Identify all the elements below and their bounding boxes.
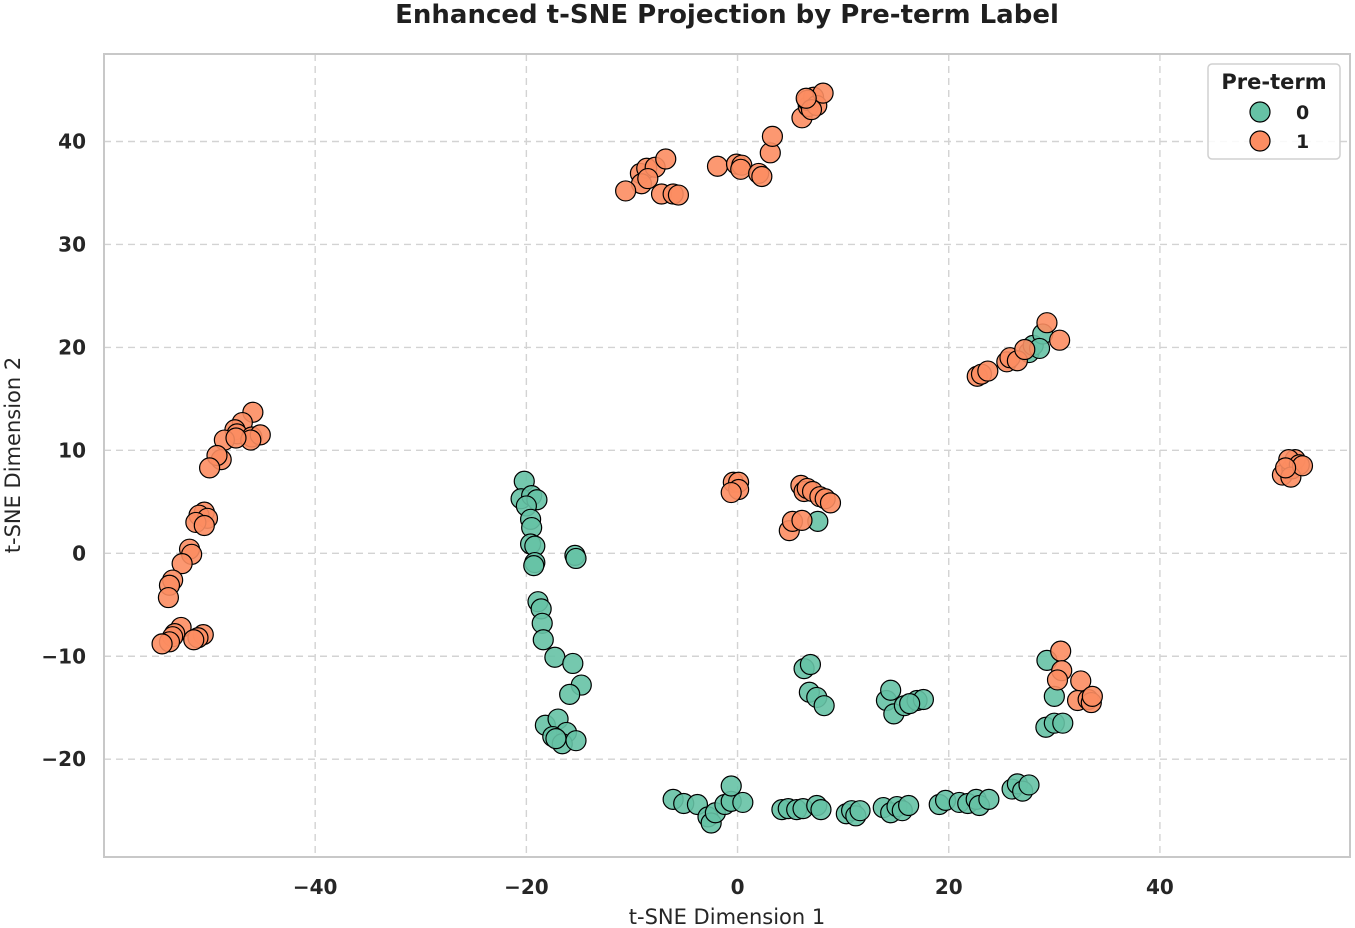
point-series-1 [1046,669,1069,691]
point-series-1 [706,155,729,177]
y-axis-label: t-SNE Dimension 2 [1,357,25,553]
y-tick-label: 10 [58,438,86,462]
point-series-1 [751,165,773,188]
point-series-0 [532,629,554,651]
point-series-1 [667,184,690,206]
chart-title: Enhanced t-SNE Projection by Pre-term La… [395,0,1059,30]
point-series-1 [1014,338,1036,361]
point-series-0 [545,728,567,750]
point-series-1 [720,481,742,504]
point-series-0 [565,547,587,570]
grid [104,54,1350,857]
y-tick-labels: −20 −10 0 10 20 30 40 [41,130,86,772]
point-series-1 [615,180,637,202]
point-series-1 [819,492,842,514]
point-series-1 [795,87,817,109]
point-series-1 [171,552,193,575]
point-series-0 [1052,712,1074,734]
point-series-0 [562,652,584,675]
x-tick-labels: −40 −20 0 20 40 [293,875,1174,899]
x-tick-label: −40 [293,875,338,899]
point-series-1 [637,167,659,190]
point-series-0 [898,794,920,817]
point-series-1 [1049,329,1071,351]
point-series-1 [977,360,999,382]
legend-label-1: 1 [1296,131,1309,153]
point-series-0 [720,775,742,797]
point-series-0 [849,800,871,822]
legend-box [1207,63,1341,160]
point-series-1 [730,158,752,180]
point-series-1 [655,148,677,170]
point-series-1 [193,514,215,537]
point-series-1 [1274,457,1297,479]
point-series-0 [559,683,581,705]
point-series-0 [544,646,566,668]
point-series-0 [1018,774,1040,796]
legend-title: Pre-term [1221,70,1326,94]
point-series-0 [565,730,587,752]
point-series-0 [732,791,754,814]
y-tick-label: 30 [58,232,86,256]
point-series-0 [899,693,921,715]
legend-marker-0 [1249,101,1271,123]
y-tick-label: −20 [41,747,86,771]
point-series-1 [225,427,247,449]
point-series-1 [1050,640,1072,662]
point-series-0 [810,799,832,821]
point-series-1 [791,509,813,531]
y-tick-label: 0 [72,541,86,565]
point-series-0 [813,695,835,717]
legend-marker-1 [1249,130,1271,152]
x-tick-label: 20 [935,875,963,899]
legend: Pre-term 0 1 [1207,63,1341,160]
point-series-1 [198,457,221,479]
x-tick-label: 0 [731,875,745,899]
data-points [151,82,1314,834]
point-series-1 [1081,685,1103,708]
plot-frame [103,53,1351,858]
x-tick-label: −20 [504,875,549,899]
x-tick-label: 40 [1146,875,1174,899]
legend-label-0: 0 [1296,102,1309,124]
y-tick-label: 40 [58,130,86,154]
x-axis-label: t-SNE Dimension 1 [629,905,825,928]
point-series-0 [799,653,822,676]
point-series-0 [523,555,545,577]
y-tick-label: −10 [41,644,86,668]
point-series-1 [183,629,205,651]
y-tick-label: 20 [58,335,86,359]
point-series-1 [1036,312,1058,334]
point-series-0 [880,679,902,701]
point-series-1 [157,586,180,609]
point-series-1 [151,633,173,655]
point-series-0 [978,788,1000,810]
point-series-1 [761,125,784,147]
